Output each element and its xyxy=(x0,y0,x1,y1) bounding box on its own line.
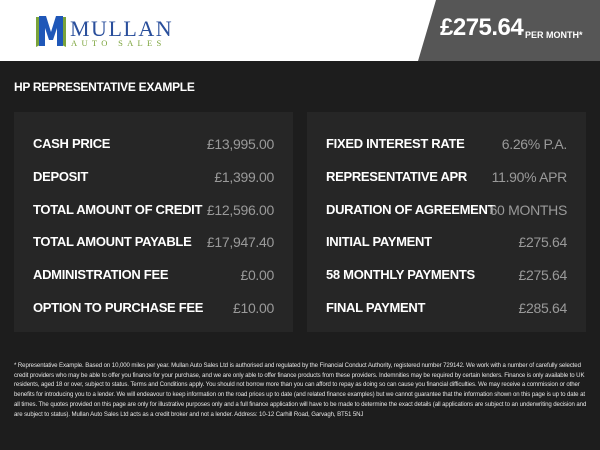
row-value: £275.64 xyxy=(518,267,567,284)
row-value: £13,995.00 xyxy=(206,136,274,152)
finance-row: INITIAL PAYMENT £275.64 xyxy=(326,234,567,250)
row-value: £275.64 xyxy=(518,234,567,251)
row-value: 6.26% P.A. xyxy=(501,136,568,152)
row-label: TOTAL AMOUNT OF CREDIT xyxy=(33,201,203,217)
row-label: REPRESENTATIVE APR xyxy=(326,168,467,184)
row-value: £285.64 xyxy=(518,300,567,316)
row-label: 58 MONTHLY PAYMENTS xyxy=(326,267,475,283)
brand-name: MULLAN xyxy=(70,16,174,41)
finance-row: DURATION OF AGREEMENT 60 MONTHS xyxy=(326,202,567,218)
finance-row: ADMINISTRATION FEE £0.00 xyxy=(33,267,274,283)
row-value: £1,399.00 xyxy=(214,168,274,185)
finance-row: FIXED INTEREST RATE 6.26% P.A. xyxy=(326,136,567,152)
finance-row: TOTAL AMOUNT OF CREDIT £12,596.00 xyxy=(33,202,274,218)
row-value: £0.00 xyxy=(240,267,274,284)
price-box xyxy=(418,0,600,61)
row-label: FIXED INTEREST RATE xyxy=(326,136,465,151)
logo-m-icon xyxy=(36,16,66,47)
finance-panel-right: FIXED INTEREST RATE 6.26% P.A. REPRESENTAT… xyxy=(307,112,586,332)
header: MULLAN AUTO SALES £275.64 PER MONTH* xyxy=(0,0,600,61)
row-label: TOTAL AMOUNT PAYABLE xyxy=(33,234,192,250)
row-value: 60 MONTHS xyxy=(489,201,568,218)
section-title: HP REPRESENTATIVE EXAMPLE xyxy=(14,80,195,94)
row-value: £12,596.00 xyxy=(206,201,274,218)
disclaimer-text: * Representative Example. Based on 10,00… xyxy=(14,362,587,418)
finance-row: REPRESENTATIVE APR 11.90% APR xyxy=(326,169,567,185)
row-value: £10.00 xyxy=(232,300,274,316)
row-label: ADMINISTRATION FEE xyxy=(33,267,169,283)
row-label: DEPOSIT xyxy=(33,168,88,184)
row-value: 11.90% APR xyxy=(491,168,568,185)
finance-row: 58 MONTHLY PAYMENTS £275.64 xyxy=(326,267,567,283)
mullan-logo[interactable]: MULLAN AUTO SALES xyxy=(36,14,176,48)
finance-row: TOTAL AMOUNT PAYABLE £17,947.40 xyxy=(33,234,274,250)
row-label: FINAL PAYMENT xyxy=(326,300,426,315)
finance-row: DEPOSIT £1,399.00 xyxy=(33,169,274,185)
row-label: INITIAL PAYMENT xyxy=(326,234,432,250)
brand-subtitle: AUTO SALES xyxy=(71,38,166,48)
per-month-label: PER MONTH* xyxy=(525,30,583,40)
finance-panel-left: CASH PRICE £13,995.00 DEPOSIT £1,399.00 TOTA… xyxy=(14,112,293,332)
finance-row: CASH PRICE £13,995.00 xyxy=(33,136,274,152)
row-label: CASH PRICE xyxy=(33,136,111,151)
finance-row: FINAL PAYMENT £285.64 xyxy=(326,300,567,316)
finance-row: OPTION TO PURCHASE FEE £10.00 xyxy=(33,300,274,316)
row-label: OPTION TO PURCHASE FEE xyxy=(33,300,204,315)
monthly-price: £275.64 xyxy=(440,14,524,41)
row-label: DURATION OF AGREEMENT xyxy=(326,201,496,217)
row-value: £17,947.40 xyxy=(206,234,274,251)
